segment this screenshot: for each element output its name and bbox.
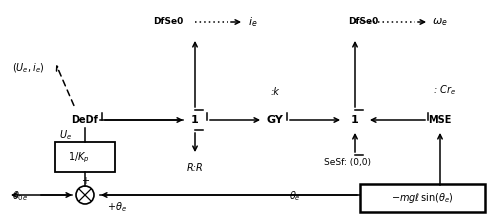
Text: $i_e$: $i_e$: [248, 15, 258, 29]
FancyBboxPatch shape: [55, 142, 115, 172]
Text: +: +: [81, 176, 89, 186]
Text: R:R: R:R: [186, 163, 204, 173]
Text: $+\theta_e$: $+\theta_e$: [107, 200, 127, 214]
Text: $1/K_p$: $1/K_p$: [68, 151, 90, 165]
Text: $U_e$: $U_e$: [59, 128, 72, 142]
Text: DfSe0: DfSe0: [153, 17, 183, 27]
Text: DfSe0: DfSe0: [348, 17, 378, 27]
Text: $\theta_e$: $\theta_e$: [289, 189, 301, 203]
Text: MSE: MSE: [428, 115, 452, 125]
Text: 1: 1: [351, 115, 359, 125]
Text: GY: GY: [266, 115, 283, 125]
Text: : $Cr_e$: : $Cr_e$: [434, 83, 456, 97]
Text: SeSf: (0,0): SeSf: (0,0): [324, 157, 372, 167]
Text: $- mg\ell\,\sin(\theta_e)$: $- mg\ell\,\sin(\theta_e)$: [390, 191, 454, 205]
Text: $\omega_e$: $\omega_e$: [432, 16, 448, 28]
Text: $(U_e, i_e)$: $(U_e, i_e)$: [12, 61, 44, 75]
Text: 1: 1: [191, 115, 199, 125]
FancyBboxPatch shape: [360, 184, 485, 212]
Text: DeDf: DeDf: [72, 115, 99, 125]
Text: :k: :k: [270, 87, 280, 97]
Text: $\theta_{0e}$: $\theta_{0e}$: [12, 189, 28, 203]
